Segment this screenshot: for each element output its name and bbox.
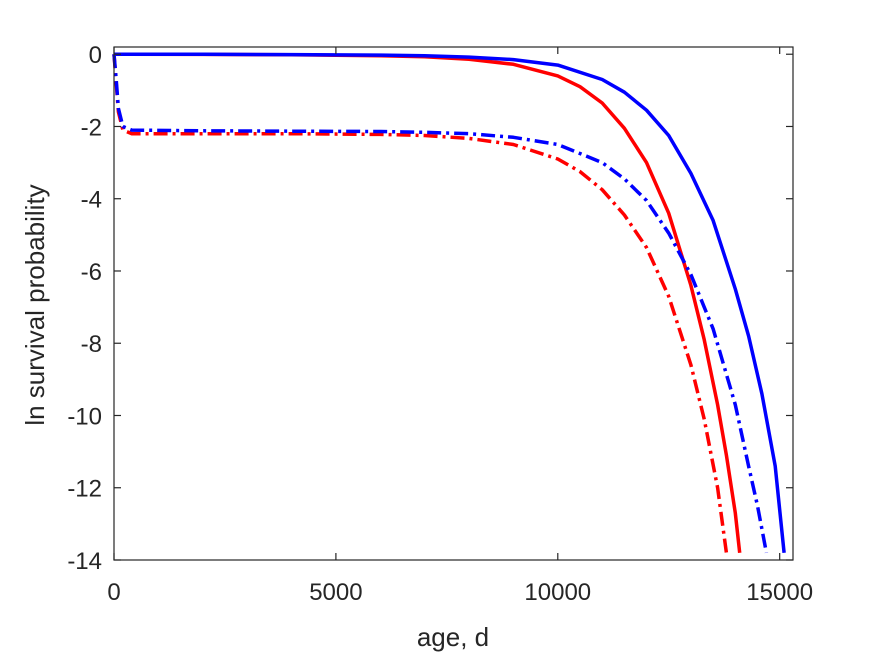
series-line-4 <box>112 54 769 554</box>
y-axis-label: ln survival probability <box>20 184 50 425</box>
x-axis-label: age, d <box>417 622 489 652</box>
x-tick-label: 15000 <box>746 579 813 606</box>
series-line-2 <box>113 52 786 553</box>
y-tick-label: -8 <box>81 331 102 358</box>
plot-layer <box>112 52 786 554</box>
x-tick-label: 0 <box>107 579 120 606</box>
y-tick-label: -4 <box>81 187 102 214</box>
y-tick-label: -6 <box>81 259 102 286</box>
y-tick-label: -12 <box>67 476 102 503</box>
x-tick-label: 10000 <box>524 579 591 606</box>
y-tick-label: -14 <box>67 548 102 575</box>
series-line-3 <box>112 54 729 554</box>
axes-box <box>113 46 794 561</box>
y-tick-label: 0 <box>89 42 102 69</box>
tick-layer: 0 5000 10000 15000 0 -2 -4 -6 -8 -10 -12 -14 <box>67 42 813 606</box>
y-tick-label: -10 <box>67 403 102 430</box>
x-tick-label: 5000 <box>309 579 362 606</box>
y-tick-label: -2 <box>81 114 102 141</box>
